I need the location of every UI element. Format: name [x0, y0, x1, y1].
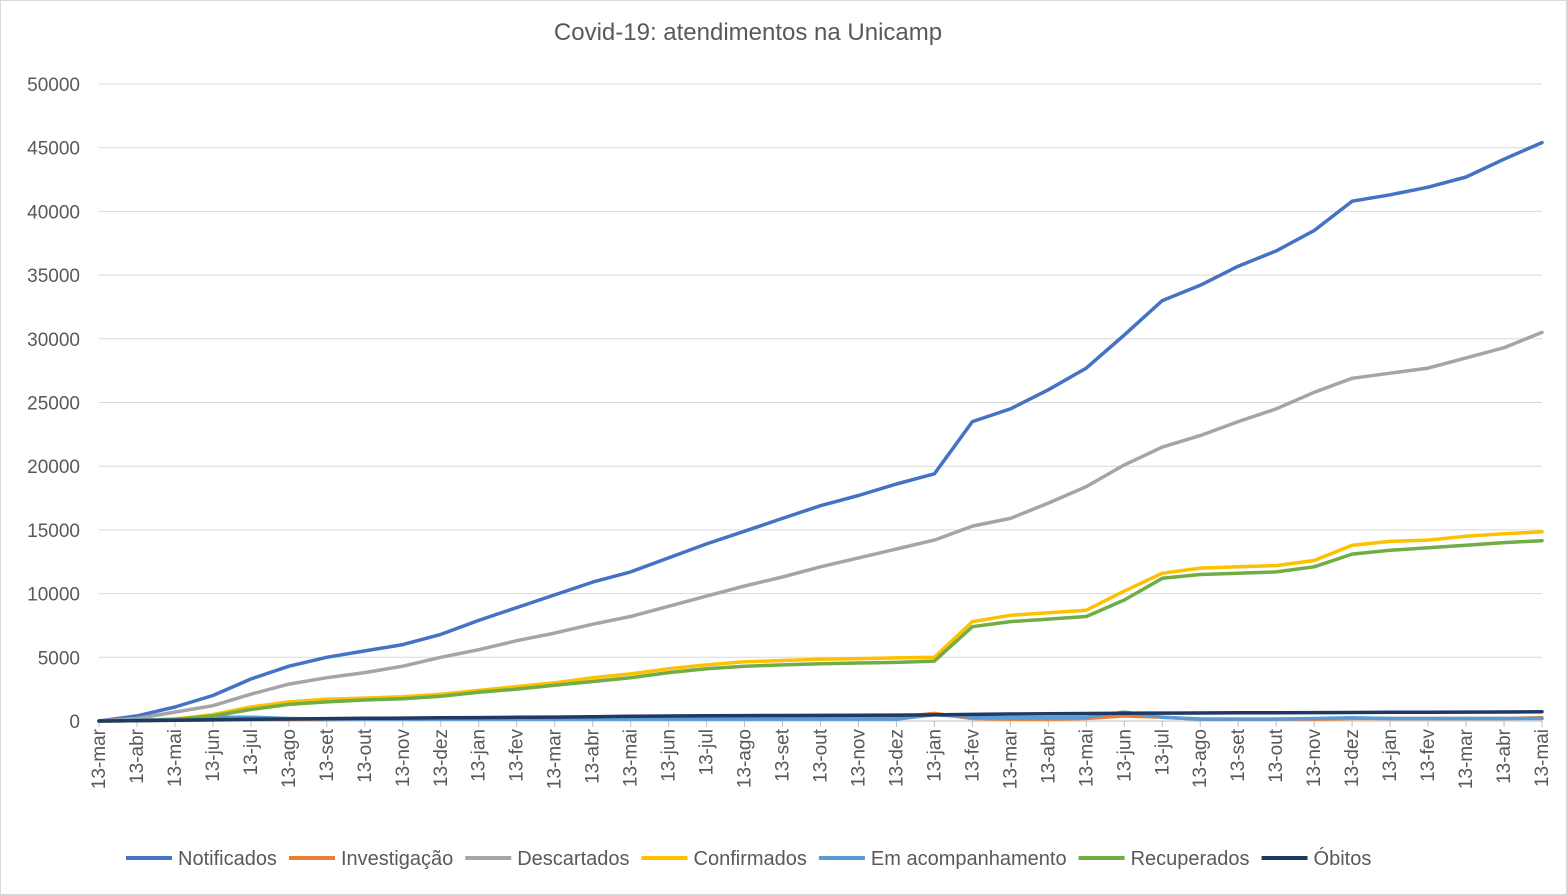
x-tick-label: 13-mai [1076, 729, 1097, 787]
y-tick-label: 20000 [27, 457, 80, 478]
legend-label: Investigação [341, 848, 453, 870]
x-tick-label: 13-dez [1342, 729, 1363, 787]
y-tick-label: 0 [69, 712, 80, 733]
x-tick-label: 13-abr [1494, 728, 1515, 784]
x-tick-label: 13-set [317, 728, 338, 782]
legend-label: Notificados [178, 848, 277, 870]
x-tick-label: 13-jan [469, 729, 490, 782]
x-tick-label: 13-out [355, 728, 376, 783]
x-tick-label: 13-mai [165, 729, 186, 787]
legend-label: Óbitos [1314, 847, 1372, 870]
x-tick-label: 13-abr [583, 728, 604, 784]
x-tick-label: 13-jun [1114, 729, 1135, 782]
x-tick-label: 13-out [811, 728, 832, 783]
y-axis-ticks: 0 5000 10000 15000 20000 25000 30000 35000 40000… [27, 75, 80, 733]
y-tick-label: 50000 [27, 75, 80, 96]
x-tick-label: 13-jul [241, 729, 262, 775]
legend-label: Descartados [517, 848, 629, 870]
x-tick-label: 13-jun [659, 729, 680, 782]
x-tick-label: 13-mar [545, 728, 566, 789]
x-tick-label: 13-abr [1038, 728, 1059, 784]
y-tick-label: 25000 [27, 394, 80, 415]
series-line-5 [97, 538, 1544, 723]
series-line-3 [97, 530, 1544, 723]
legend-label: Em acompanhamento [871, 848, 1067, 870]
x-tick-label: 13-ago [279, 729, 300, 788]
y-tick-label: 15000 [27, 521, 80, 542]
series-lines [97, 140, 1544, 723]
series-line-2 [97, 330, 1544, 723]
y-tick-label: 5000 [38, 648, 80, 669]
x-tick-label: 13-mai [621, 729, 642, 787]
series-line-0 [97, 140, 1544, 723]
x-tick-label: 13-jan [1380, 729, 1401, 782]
x-axis-ticks: 13-mar 13-abr 13-mai 13-jun 13-jul 13-ago 13-s… [89, 721, 1553, 789]
x-tick-label: 13-dez [886, 729, 907, 787]
x-tick-label: 13-mar [1456, 728, 1477, 789]
y-tick-label: 35000 [27, 266, 80, 287]
x-tick-label: 13-jul [697, 729, 718, 775]
x-tick-label: 13-ago [1190, 729, 1211, 788]
x-tick-label: 13-set [773, 728, 794, 782]
x-tick-label: 13-fev [1418, 729, 1439, 782]
y-tick-label: 40000 [27, 202, 80, 223]
x-tick-label: 13-nov [1304, 729, 1325, 788]
series-line-6 [97, 710, 1544, 723]
x-tick-label: 13-dez [431, 729, 452, 787]
gridlines [99, 83, 1542, 722]
x-tick-label: 13-jul [1152, 729, 1173, 775]
legend-label: Recuperados [1131, 848, 1250, 870]
x-tick-label: 13-ago [735, 729, 756, 788]
x-tick-label: 13-mai [1532, 729, 1553, 787]
x-tick-label: 13-nov [393, 729, 414, 788]
legend-label: Confirmados [694, 848, 807, 870]
y-tick-label: 45000 [27, 139, 80, 160]
x-tick-label: 13-mar [1000, 728, 1021, 789]
y-tick-label: 30000 [27, 330, 80, 351]
x-tick-label: 13-jun [203, 729, 224, 782]
x-tick-label: 13-jan [924, 729, 945, 782]
x-tick-label: 13-fev [507, 729, 528, 782]
x-tick-label: 13-abr [127, 728, 148, 784]
x-tick-label: 13-set [1228, 728, 1249, 782]
y-tick-label: 10000 [27, 585, 80, 606]
x-tick-label: 13-nov [848, 729, 869, 788]
legend: Notificados Investigação Descartados Confir… [126, 847, 1371, 870]
x-tick-label: 13-fev [962, 729, 983, 782]
x-tick-label: 13-mar [89, 728, 110, 789]
x-tick-label: 13-out [1266, 728, 1287, 783]
chart-title: Covid-19: atendimentos na Unicamp [554, 19, 942, 46]
